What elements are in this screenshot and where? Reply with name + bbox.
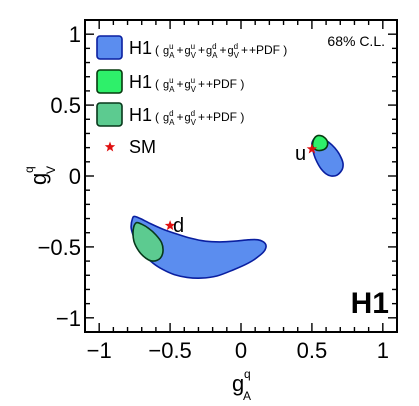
legend-swatch (96, 35, 123, 60)
legend-coupling: g (185, 79, 191, 91)
legend-coupling-sup: u (191, 42, 195, 51)
y-tick-label: 0 (69, 164, 81, 189)
legend-coupling-sub: V (234, 51, 240, 60)
sm-star-marker (306, 143, 318, 154)
ticks (85, 20, 397, 332)
legend-plus: + (198, 110, 205, 124)
legend-tail: +PDF ) (249, 43, 287, 57)
contour-d-3 (132, 221, 164, 262)
cl-label: 68% C.L. (327, 33, 385, 49)
x-axis-title-sup: q (244, 367, 251, 381)
legend-swatch (96, 69, 123, 94)
plot-frame (84, 19, 398, 333)
markers (164, 143, 318, 231)
legend-plus: + (198, 43, 205, 57)
legend-coupling-sup: u (169, 42, 173, 51)
y-axis-title-sup: q (22, 166, 36, 173)
legend: H1(g uA + g uV + g dA + g dV + +PDF )H1(g uA + g uV + +PDF… (96, 35, 287, 157)
legend-coupling: g (163, 79, 169, 91)
legend-item: H1(g uA + g uV + g dA + g dV + +PDF ) (96, 35, 287, 60)
x-tick-label: 0.5 (297, 338, 328, 363)
y-tick-label: 0.5 (50, 93, 81, 118)
legend-paren-open: ( (155, 110, 159, 124)
legend-coupling-sub: V (191, 118, 197, 127)
legend-item: SM (104, 137, 156, 157)
legend-item: H1(g dA + g dV + +PDF ) (96, 102, 244, 127)
y-axis-title: g q V (22, 166, 58, 185)
legend-coupling: g (227, 45, 233, 57)
legend-label-main: H1 (129, 72, 152, 92)
contours (130, 134, 344, 279)
legend-tail: +PDF ) (206, 110, 244, 124)
x-tick-label: 0 (235, 338, 247, 363)
legend-coupling-sup: u (169, 76, 173, 85)
legend-plus: + (241, 43, 248, 57)
y-tick-label: 1 (69, 22, 81, 47)
legend-tail: +PDF ) (206, 77, 244, 91)
y-axis-title-sub: V (44, 166, 58, 174)
legend-label-main: H1 (129, 38, 152, 58)
contour-u-2 (311, 134, 329, 152)
legend-coupling-sup: d (191, 109, 195, 118)
y-tick-label: −1 (56, 306, 81, 331)
legend-sm-star (104, 141, 116, 152)
legend-coupling-sub: V (191, 85, 197, 94)
legend-coupling: g (185, 45, 191, 57)
legend-coupling-sup: u (191, 76, 195, 85)
legend-coupling: g (206, 45, 212, 57)
legend-coupling-sup: d (169, 109, 173, 118)
legend-plus: + (176, 43, 183, 57)
legend-plus: + (219, 43, 226, 57)
legend-coupling: g (163, 112, 169, 124)
legend-coupling: g (185, 112, 191, 124)
x-axis-title-main: g (232, 371, 244, 396)
legend-coupling-sub: A (169, 118, 175, 127)
annotation-u: u (295, 143, 306, 165)
x-axis-title-sub: A (243, 389, 251, 403)
legend-coupling: g (163, 45, 169, 57)
legend-plus: + (176, 77, 183, 91)
legend-coupling-sup: d (212, 42, 216, 51)
x-tick-label: 1 (377, 338, 389, 363)
annotation-d: d (173, 215, 184, 237)
legend-paren-open: ( (155, 43, 159, 57)
legend-coupling-sub: A (169, 51, 175, 60)
legend-coupling-sub: A (169, 85, 175, 94)
legend-swatch (96, 102, 123, 127)
y-axis-title-main: g (26, 173, 51, 185)
legend-paren-open: ( (155, 77, 159, 91)
legend-label-main: H1 (129, 105, 152, 125)
x-tick-label: −0.5 (148, 338, 191, 363)
legend-coupling-sup: d (234, 42, 238, 51)
legend-plus: + (198, 77, 205, 91)
annotations: ud (173, 143, 306, 237)
legend-plus: + (176, 110, 183, 124)
legend-label-main: SM (129, 137, 156, 157)
legend-item: H1(g uA + g uV + +PDF ) (96, 69, 244, 94)
legend-coupling-sub: A (212, 51, 218, 60)
legend-coupling-sub: V (191, 51, 197, 60)
sm-star-marker (164, 220, 176, 231)
x-axis-title: g q A (232, 367, 251, 403)
y-tick-label: −0.5 (38, 235, 81, 260)
h1-logo: H1 (351, 287, 389, 320)
tick-labels: −1 −0.5 0 0.5 1 −1 −0.5 0 0.5 1 (38, 22, 389, 363)
x-tick-label: −1 (87, 338, 112, 363)
